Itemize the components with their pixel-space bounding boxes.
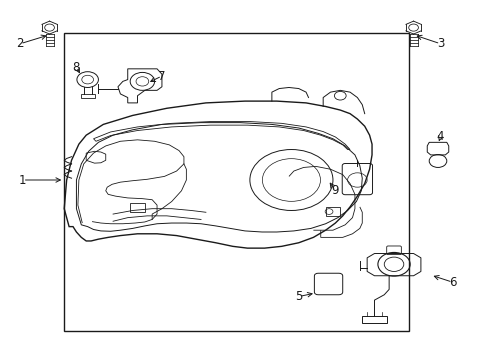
Text: 5: 5 bbox=[295, 290, 302, 303]
Text: 2: 2 bbox=[17, 37, 24, 50]
Text: 1: 1 bbox=[19, 174, 26, 186]
Text: 4: 4 bbox=[437, 130, 444, 144]
Text: 7: 7 bbox=[158, 69, 166, 82]
Text: 9: 9 bbox=[332, 184, 339, 197]
Text: 8: 8 bbox=[73, 60, 80, 73]
Text: 6: 6 bbox=[449, 276, 456, 289]
Text: 3: 3 bbox=[437, 37, 444, 50]
